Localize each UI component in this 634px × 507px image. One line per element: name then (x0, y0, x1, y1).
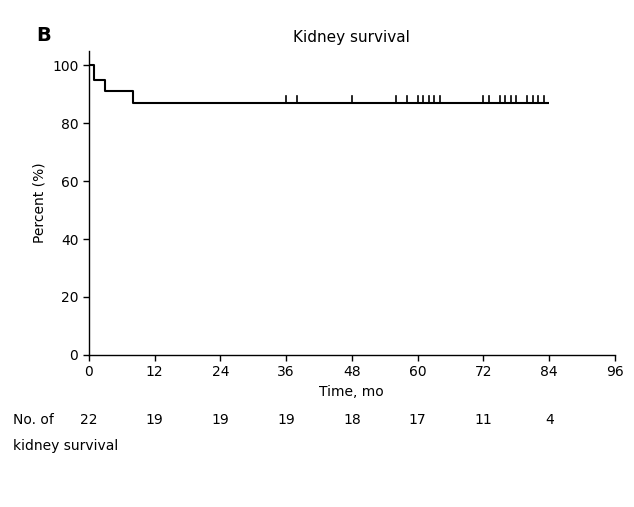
Text: 19: 19 (146, 413, 164, 427)
Text: B: B (36, 26, 51, 45)
Text: No. of: No. of (13, 413, 53, 427)
X-axis label: Time, mo: Time, mo (320, 385, 384, 399)
Y-axis label: Percent (%): Percent (%) (32, 162, 46, 243)
Text: kidney survival: kidney survival (13, 439, 118, 453)
Text: 18: 18 (343, 413, 361, 427)
Title: Kidney survival: Kidney survival (294, 30, 410, 45)
Text: 19: 19 (277, 413, 295, 427)
Text: 4: 4 (545, 413, 553, 427)
Text: 11: 11 (475, 413, 492, 427)
Text: 22: 22 (80, 413, 98, 427)
Text: 17: 17 (409, 413, 427, 427)
Text: 19: 19 (212, 413, 229, 427)
